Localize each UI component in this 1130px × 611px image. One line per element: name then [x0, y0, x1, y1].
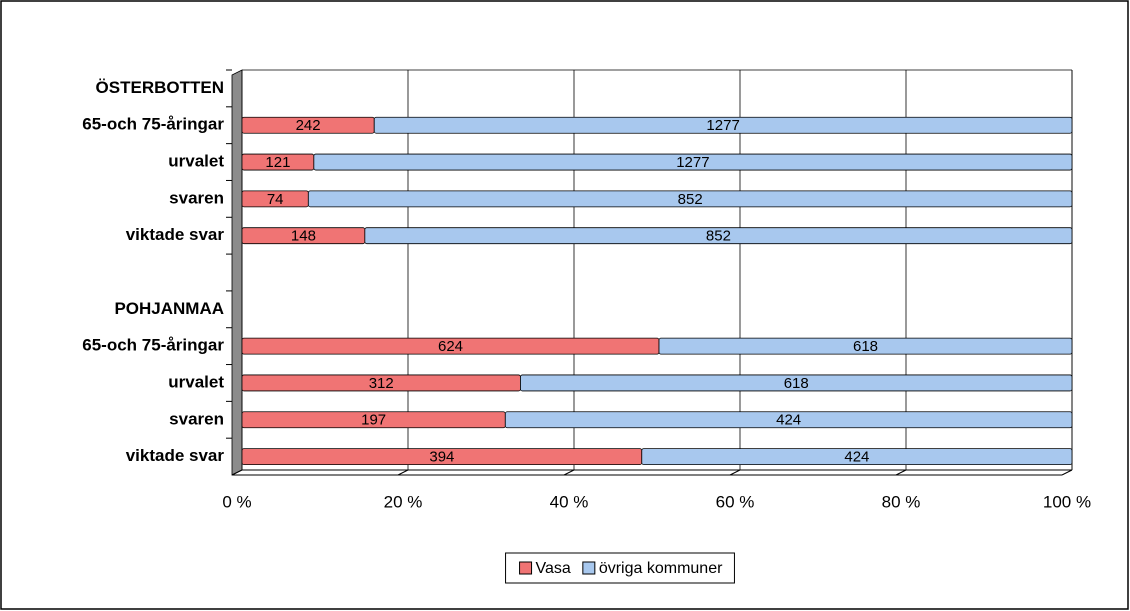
legend-swatch — [519, 561, 533, 575]
value-label: 121 — [265, 154, 290, 171]
y-tick-label: ÖSTERBOTTEN — [96, 78, 224, 97]
legend — [505, 552, 735, 584]
x-tick-label: 20 % — [384, 492, 423, 511]
value-label: 852 — [706, 228, 731, 245]
value-label: 197 — [361, 412, 386, 429]
value-label: 624 — [438, 338, 463, 355]
y-tick-label: viktade svar — [126, 446, 225, 465]
tick-mark — [563, 469, 575, 476]
x-tick-label: 40 % — [550, 492, 589, 511]
y-tick-label: svaren — [169, 188, 224, 207]
legend-label: övriga kommuner — [599, 560, 723, 577]
tick-mark — [729, 469, 741, 476]
x-tick-label: 100 % — [1043, 492, 1091, 511]
value-label: 1277 — [676, 154, 709, 171]
value-label: 852 — [678, 191, 703, 208]
bar — [641, 448, 1073, 465]
x-tick-label: 0 % — [222, 492, 251, 511]
y-tick-label: 65-och 75-åringar — [82, 115, 224, 134]
value-label: 424 — [844, 449, 869, 466]
bar — [520, 374, 1073, 392]
tick-mark — [895, 469, 907, 476]
bar — [364, 227, 1073, 245]
legend-label: Vasa — [536, 560, 571, 577]
bar — [658, 337, 1073, 355]
y-tick-label: 65-och 75-åringar — [82, 336, 224, 355]
tick-mark — [397, 469, 409, 476]
bar — [313, 153, 1073, 171]
bar — [504, 411, 1073, 429]
value-label: 148 — [291, 228, 316, 245]
y-tick-label: viktade svar — [126, 225, 225, 244]
legend-swatch — [582, 561, 596, 575]
tick-mark — [231, 469, 243, 476]
value-label: 618 — [853, 338, 878, 355]
y-tick-label: urvalet — [168, 372, 224, 391]
x-tick-label: 80 % — [882, 492, 921, 511]
value-label: 394 — [429, 449, 454, 466]
y-tick-label: urvalet — [168, 152, 224, 171]
value-label: 242 — [296, 117, 321, 134]
value-label: 618 — [784, 375, 809, 392]
tick-mark — [1061, 469, 1073, 476]
bar — [307, 190, 1073, 208]
wall — [231, 69, 243, 476]
y-tick-label: POHJANMAA — [114, 299, 224, 318]
value-label: 1277 — [706, 117, 739, 134]
value-label: 424 — [776, 412, 801, 429]
x-tick-label: 60 % — [716, 492, 755, 511]
bar — [373, 116, 1073, 134]
value-label: 312 — [369, 375, 394, 392]
y-tick-label: svaren — [169, 409, 224, 428]
value-label: 74 — [267, 191, 284, 208]
